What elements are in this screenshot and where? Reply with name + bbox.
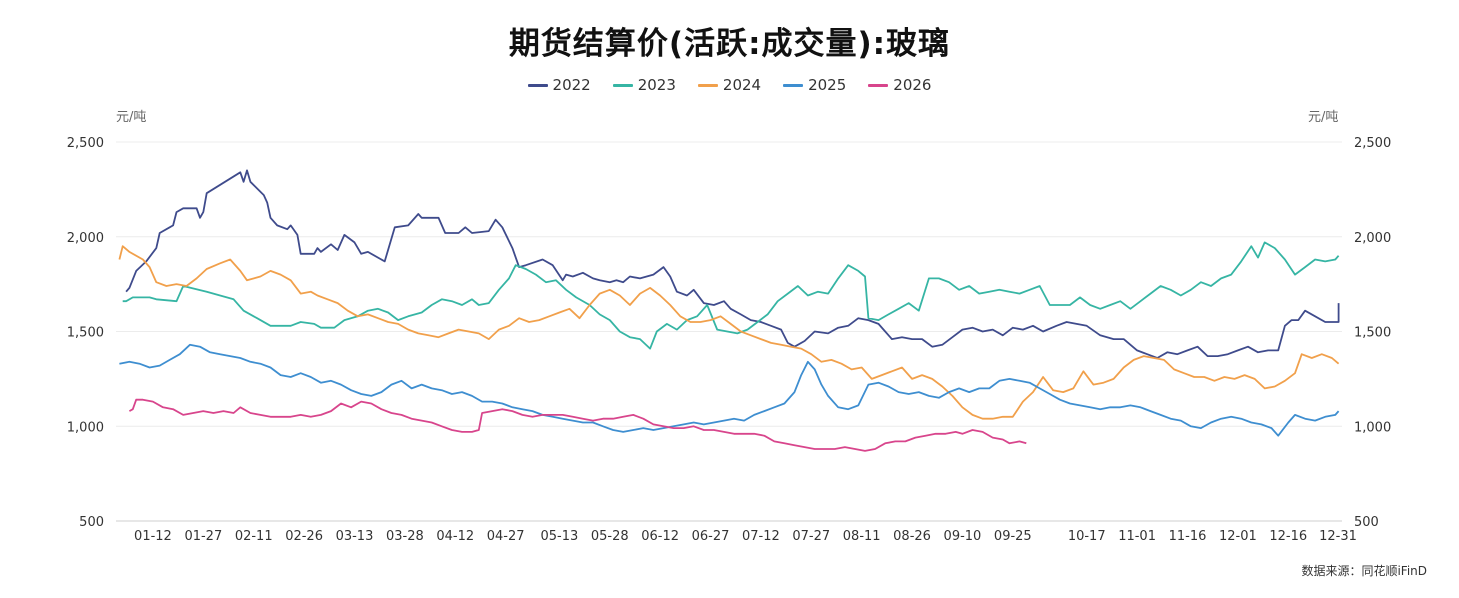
x-tick-label: 02-26 — [285, 529, 323, 544]
x-tick-label: 12-16 — [1269, 529, 1307, 544]
x-tick-label: 04-27 — [487, 529, 525, 544]
x-tick-label: 04-12 — [436, 529, 474, 544]
y-tick-label-right: 2,500 — [1354, 136, 1391, 151]
x-tick-label: 03-28 — [386, 529, 424, 544]
legend-item-2024[interactable]: 2024 — [697, 76, 762, 94]
x-tick-label: 09-10 — [944, 529, 982, 544]
legend-item-2026[interactable]: 2026 — [868, 76, 931, 94]
series-line-2023 — [122, 241, 1340, 350]
y-tick-label-left: 500 — [79, 515, 104, 530]
x-tick-label: 08-11 — [843, 529, 881, 544]
legend-swatch — [783, 83, 804, 87]
legend-label: 2023 — [637, 76, 676, 94]
y-tick-label-right: 1,500 — [1354, 326, 1391, 341]
y-axis-unit-left: 元/吨 — [116, 110, 147, 125]
legend-item-2022[interactable]: 2022 — [527, 76, 591, 94]
y-tick-label-right: 2,000 — [1354, 231, 1391, 246]
x-tick-label: 09-25 — [994, 529, 1032, 544]
series-line-2025 — [119, 343, 1340, 437]
x-tick-label: 02-11 — [235, 529, 273, 544]
series-line-2024 — [118, 245, 1340, 420]
y-axis-unit-right: 元/吨 — [1308, 110, 1339, 125]
legend-item-2025[interactable]: 2025 — [783, 76, 846, 94]
x-tick-label: 11-16 — [1169, 529, 1207, 544]
legend-swatch — [527, 83, 548, 87]
x-tick-label: 06-27 — [692, 529, 730, 544]
series-line-2026 — [128, 398, 1027, 452]
x-tick-label: 07-12 — [742, 529, 780, 544]
x-tick-label: 01-27 — [184, 529, 222, 544]
legend: 2022 2023 2024 2025 2026 — [0, 76, 1459, 94]
y-tick-label-right: 1,000 — [1354, 420, 1391, 435]
x-tick-label: 06-12 — [641, 529, 679, 544]
legend-item-2023[interactable]: 2023 — [612, 76, 676, 94]
data-source: 数据来源：同花顺iFinD — [1301, 564, 1427, 578]
x-tick-label: 05-13 — [540, 529, 578, 544]
legend-swatch — [697, 83, 718, 87]
legend-swatch — [612, 83, 633, 87]
x-tick-label: 05-28 — [591, 529, 629, 544]
legend-label: 2024 — [722, 76, 762, 94]
series-line-2022 — [125, 169, 1340, 359]
x-tick-label: 10-17 — [1068, 529, 1106, 544]
x-tick-label: 01-12 — [134, 529, 172, 544]
x-tick-label: 08-26 — [893, 529, 931, 544]
x-tick-label: 03-13 — [336, 529, 374, 544]
x-tick-label: 12-01 — [1219, 529, 1257, 544]
x-tick-label: 12-31 — [1319, 529, 1357, 544]
legend-label: 2022 — [552, 76, 591, 94]
legend-label: 2025 — [808, 76, 847, 94]
x-tick-label: 07-27 — [792, 529, 830, 544]
chart-title: 期货结算价(活跃:成交量):玻璃 — [508, 26, 951, 62]
x-tick-label: 11-01 — [1118, 529, 1156, 544]
y-tick-label-left: 1,500 — [67, 326, 104, 341]
legend-swatch — [868, 83, 889, 87]
legend-label: 2026 — [893, 76, 932, 94]
y-tick-label-left: 1,000 — [67, 420, 104, 435]
y-tick-label-left: 2,500 — [67, 136, 104, 151]
y-tick-label-left: 2,000 — [67, 231, 104, 246]
y-tick-label-right: 500 — [1354, 515, 1379, 530]
